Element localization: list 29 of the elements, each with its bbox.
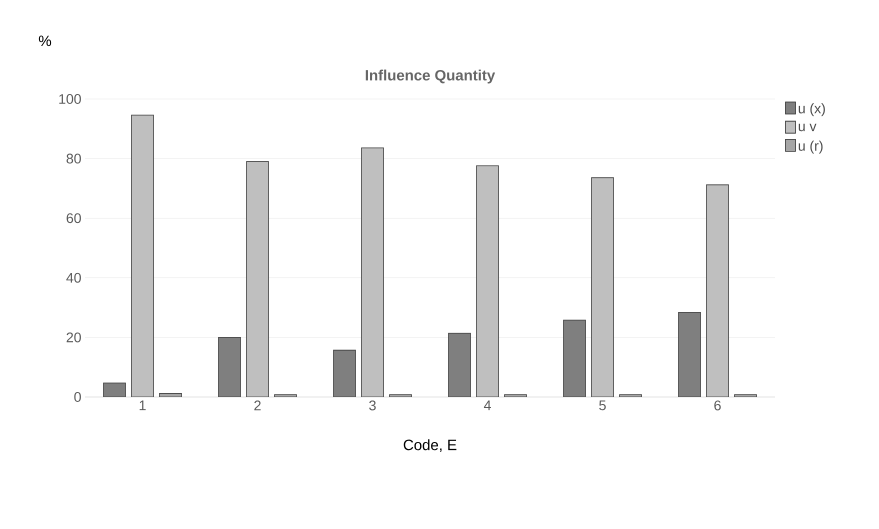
bar	[476, 165, 499, 397]
bar	[218, 337, 241, 397]
legend-label: u (r)	[798, 140, 823, 154]
x-tick-label: 3	[369, 400, 376, 410]
legend-label: u (x)	[798, 103, 825, 116]
x-tick-label: 4	[484, 400, 491, 410]
y-tick-label: 100	[59, 94, 81, 104]
y-tick-label: 60	[66, 213, 81, 224]
bar	[361, 147, 384, 397]
x-tick-label: 1	[140, 400, 146, 410]
y-tick-label: 0	[74, 392, 81, 402]
x-axis-title: Code, E	[404, 439, 456, 452]
bar	[563, 320, 586, 397]
bar	[591, 177, 614, 397]
x-tick-label: 6	[714, 400, 721, 410]
bar	[448, 332, 471, 397]
y-axis-title: %	[38, 36, 52, 46]
legend-label: u v	[798, 124, 816, 132]
y-tick-label: 40	[66, 272, 81, 283]
bar	[131, 114, 154, 397]
x-tick-label: 2	[254, 400, 261, 410]
chart-title: Influence Quantity	[366, 70, 496, 84]
bar	[246, 161, 269, 397]
x-tick-label: 5	[599, 400, 606, 410]
bar	[333, 350, 356, 397]
y-tick-label: 20	[66, 332, 81, 342]
bar	[678, 312, 701, 397]
y-tick-label: 80	[66, 154, 81, 164]
bar	[706, 184, 729, 397]
